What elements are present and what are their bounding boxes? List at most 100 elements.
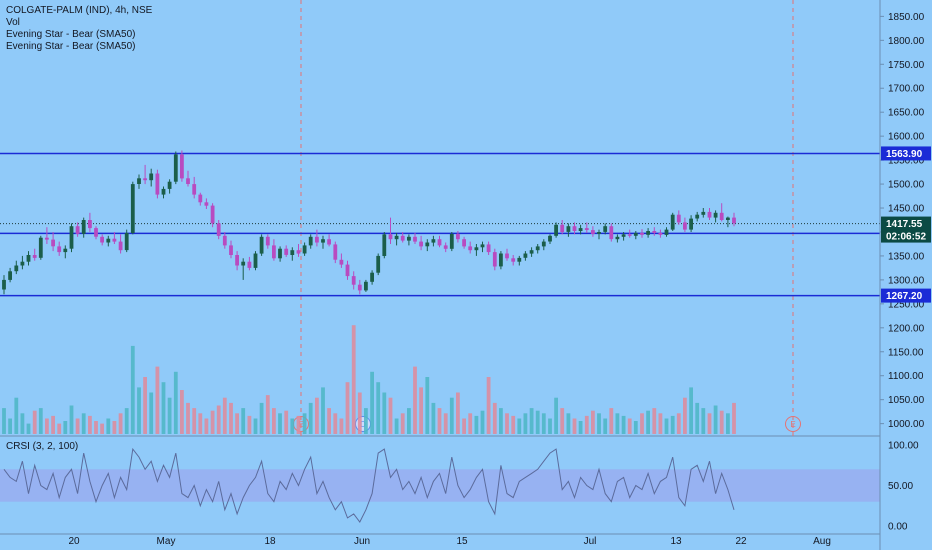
candle-body[interactable] [100,236,104,243]
level-tag[interactable]: 1267.20 [881,288,931,303]
candle-body[interactable] [658,232,663,235]
candle-body[interactable] [247,261,252,268]
candle-body[interactable] [486,244,491,253]
candle-body[interactable] [407,236,411,241]
candle-body[interactable] [652,231,657,233]
candle-body[interactable] [137,178,141,184]
candle-body[interactable] [707,211,712,218]
candle-body[interactable] [222,235,227,246]
candle-body[interactable] [474,247,479,251]
candle-body[interactable] [591,230,595,234]
candle-body[interactable] [621,234,626,237]
candle-body[interactable] [419,241,423,247]
vol-label[interactable]: Vol [6,17,20,28]
candle-body[interactable] [529,250,534,254]
candle-body[interactable] [511,258,516,262]
candle-body[interactable] [327,239,331,245]
candle-body[interactable] [462,239,466,247]
candle-body[interactable] [75,226,80,234]
candle-body[interactable] [253,253,258,268]
candle-body[interactable] [302,245,307,254]
candle-body[interactable] [370,272,374,282]
candle-body[interactable] [437,239,442,246]
time-axis[interactable]: 20 May 18 Jun 15 Jul 13 22 Aug [0,533,880,547]
candle-body[interactable] [597,232,601,234]
level-tag[interactable]: 1563.90 [881,146,931,161]
candle-body[interactable] [695,214,700,219]
candle-body[interactable] [321,239,325,243]
candle-body[interactable] [272,245,276,259]
candle-body[interactable] [57,246,62,253]
candle-body[interactable] [535,246,540,251]
candle-body[interactable] [443,245,448,249]
candle-body[interactable] [388,234,393,240]
earnings-marker[interactable]: E [785,416,801,432]
last-price-tag[interactable]: 1417.55 02:06:52 [881,216,931,243]
candle-body[interactable] [210,205,215,224]
candle-body[interactable] [118,241,123,251]
candle-body[interactable] [548,235,552,242]
candle-body[interactable] [646,231,650,235]
candle-body[interactable] [566,226,571,232]
price-axis[interactable]: 1850.00 1800.00 1750.00 1700.00 1650.00 1600.… [879,0,931,550]
indicator-label-2[interactable]: Evening Star - Bear (SMA50) [6,41,136,52]
candle-body[interactable] [480,244,485,248]
candle-body[interactable] [32,255,37,258]
candle-body[interactable] [51,239,55,247]
candle-body[interactable] [615,236,620,240]
candle-body[interactable] [241,261,246,266]
candle-body[interactable] [20,261,25,266]
candle-body[interactable] [670,214,675,230]
candle-body[interactable] [265,236,270,246]
symbol-title[interactable]: COLGATE-PALM (IND), 4h, NSE [6,5,153,16]
candle-body[interactable] [173,154,178,182]
candle-body[interactable] [161,188,166,195]
candle-body[interactable] [640,232,644,235]
crsi-pane[interactable] [0,447,880,523]
candle-body[interactable] [130,184,135,233]
candle-body[interactable] [284,248,289,255]
candle-body[interactable] [333,244,338,260]
candle-body[interactable] [216,223,221,236]
candle-body[interactable] [425,242,430,247]
candle-body[interactable] [204,202,209,206]
candle-body[interactable] [229,245,233,255]
candle-body[interactable] [278,248,282,259]
candle-body[interactable] [308,236,313,246]
candle-body[interactable] [357,284,362,291]
candle-body[interactable] [492,252,497,267]
candle-body[interactable] [603,226,608,232]
candle-body[interactable] [584,228,589,230]
candle-body[interactable] [578,228,583,231]
candle-body[interactable] [296,250,301,254]
candle-body[interactable] [38,237,43,258]
candle-body[interactable] [449,233,454,249]
candle-body[interactable] [627,234,632,236]
candle-body[interactable] [456,233,460,240]
candle-body[interactable] [468,246,473,251]
candle-body[interactable] [14,265,19,272]
crsi-label[interactable]: CRSI (3, 2, 100) [6,441,78,452]
candle-body[interactable] [676,214,681,223]
candle-body[interactable] [106,238,111,243]
candle-body[interactable] [609,226,614,240]
candle-body[interactable] [523,253,528,258]
candle-body[interactable] [8,271,12,280]
candle-body[interactable] [732,217,736,224]
candle-body[interactable] [155,173,160,195]
candle-body[interactable] [633,232,638,236]
candle-body[interactable] [499,253,503,267]
candle-body[interactable] [364,281,368,291]
candle-body[interactable] [192,184,197,195]
dividend-marker[interactable]: D [355,416,371,432]
candle-body[interactable] [81,220,86,234]
indicator-label-1[interactable]: Evening Star - Bear (SMA50) [6,29,136,40]
candle-body[interactable] [726,217,730,220]
candle-body[interactable] [554,224,558,236]
candle-body[interactable] [198,194,203,203]
candle-body[interactable] [259,236,264,254]
candle-body[interactable] [376,255,381,273]
candle-body[interactable] [290,250,295,255]
crsi-line[interactable] [3,447,735,523]
